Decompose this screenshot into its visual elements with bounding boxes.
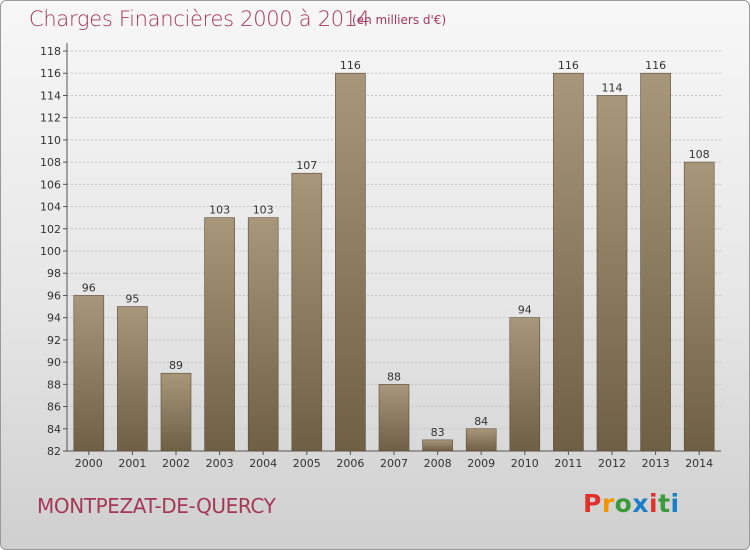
x-tick-label: 2007 <box>380 457 408 470</box>
logo-letter: i <box>649 489 659 518</box>
logo-letter: P <box>583 489 602 518</box>
y-tick-label: 82 <box>47 445 61 458</box>
bar-2005 <box>291 172 323 452</box>
bar-value-label: 108 <box>689 148 710 161</box>
logo-letter: i <box>670 489 680 518</box>
bar-value-label: 96 <box>82 281 96 294</box>
y-tick-label: 96 <box>47 289 61 302</box>
y-tick-label: 114 <box>40 89 61 102</box>
bar-2008 <box>422 439 453 452</box>
x-tick-label: 2009 <box>467 457 495 470</box>
x-tick-label: 2012 <box>598 457 626 470</box>
bar-value-label: 88 <box>387 370 401 383</box>
bar-2006 <box>335 72 366 452</box>
bar-value-label: 107 <box>296 159 317 172</box>
bar-2002 <box>160 372 192 452</box>
y-tick-label: 84 <box>47 423 61 436</box>
chart-subtitle: (en milliers d'€) <box>352 13 447 27</box>
bar-value-label: 116 <box>558 59 579 72</box>
commune-name: MONTPEZAT-DE-QUERCY <box>37 494 276 518</box>
bar-2000 <box>73 295 105 452</box>
x-tick-label: 2001 <box>118 457 146 470</box>
proxiti-logo[interactable]: Proxiti <box>583 489 680 518</box>
logo-letter: o <box>614 489 633 518</box>
y-tick-label: 104 <box>40 201 61 214</box>
y-tick-label: 108 <box>40 156 61 169</box>
bar-value-label: 116 <box>340 59 361 72</box>
y-tick-label: 86 <box>47 401 61 414</box>
bar-value-label: 84 <box>474 415 488 428</box>
bar-2009 <box>465 428 497 452</box>
y-tick-label: 100 <box>40 245 61 258</box>
bar-2012 <box>596 95 628 452</box>
logo-letter: t <box>658 489 671 518</box>
bar-2013 <box>640 72 671 452</box>
bar-value-label: 94 <box>518 304 532 317</box>
y-tick-label: 94 <box>47 312 61 325</box>
y-tick-label: 102 <box>40 223 61 236</box>
x-tick-label: 2002 <box>162 457 190 470</box>
y-tick-label: 112 <box>40 112 61 125</box>
y-tick-label: 90 <box>47 356 61 369</box>
bar-2011 <box>553 72 584 452</box>
y-tick-label: 110 <box>40 134 61 147</box>
x-tick-label: 2003 <box>206 457 234 470</box>
x-tick-label: 2004 <box>249 457 277 470</box>
x-tick-label: 2010 <box>511 457 539 470</box>
x-tick-label: 2000 <box>75 457 103 470</box>
logo-letter: x <box>632 489 649 518</box>
bar-value-label: 83 <box>431 426 445 439</box>
y-tick-label: 116 <box>40 67 61 80</box>
bar-value-label: 116 <box>645 59 666 72</box>
x-tick-label: 2008 <box>424 457 452 470</box>
bar-value-label: 103 <box>253 204 274 217</box>
x-tick-label: 2014 <box>685 457 713 470</box>
bar-value-label: 103 <box>209 204 230 217</box>
y-tick-label: 92 <box>47 334 61 347</box>
logo-letter: r <box>601 489 615 518</box>
chart-title: Charges Financières 2000 à 2014 <box>29 7 370 31</box>
bar-2010 <box>509 317 541 452</box>
x-tick-label: 2005 <box>293 457 321 470</box>
bar-2004 <box>247 217 279 452</box>
x-tick-label: 2006 <box>336 457 364 470</box>
bar-2007 <box>378 384 410 452</box>
bar-2014 <box>683 161 715 452</box>
y-tick-label: 88 <box>47 378 61 391</box>
x-tick-label: 2013 <box>642 457 670 470</box>
y-tick-label: 106 <box>40 178 61 191</box>
x-tick-label: 2011 <box>554 457 582 470</box>
y-tick-label: 118 <box>40 45 61 58</box>
y-tick-label: 98 <box>47 267 61 280</box>
bar-2003 <box>204 217 235 452</box>
bar-value-label: 89 <box>169 359 183 372</box>
bar-value-label: 114 <box>602 81 623 94</box>
bar-value-label: 95 <box>125 293 139 306</box>
bar-2001 <box>117 306 148 452</box>
